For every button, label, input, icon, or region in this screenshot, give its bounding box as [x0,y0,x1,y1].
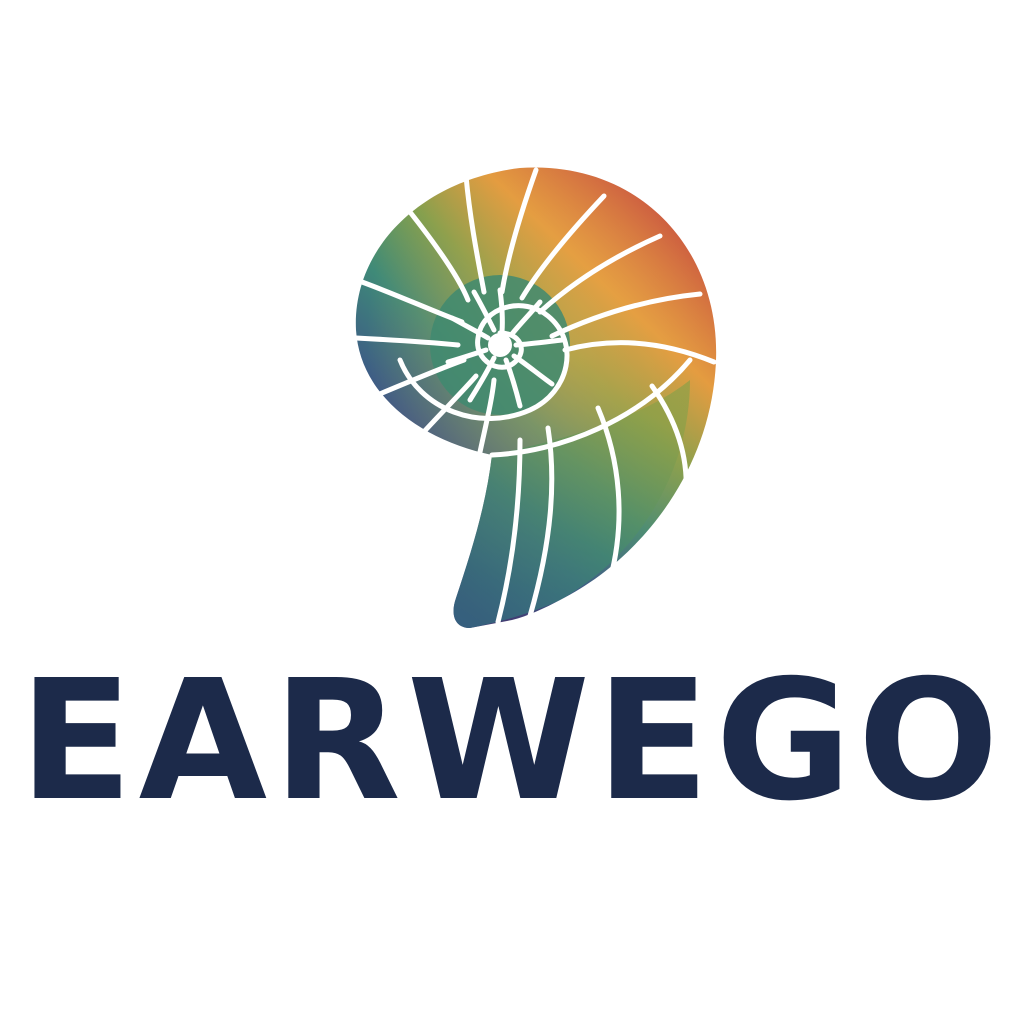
shell-chambers [353,167,717,625]
brand-wordmark: EARWEGO [19,645,1005,838]
